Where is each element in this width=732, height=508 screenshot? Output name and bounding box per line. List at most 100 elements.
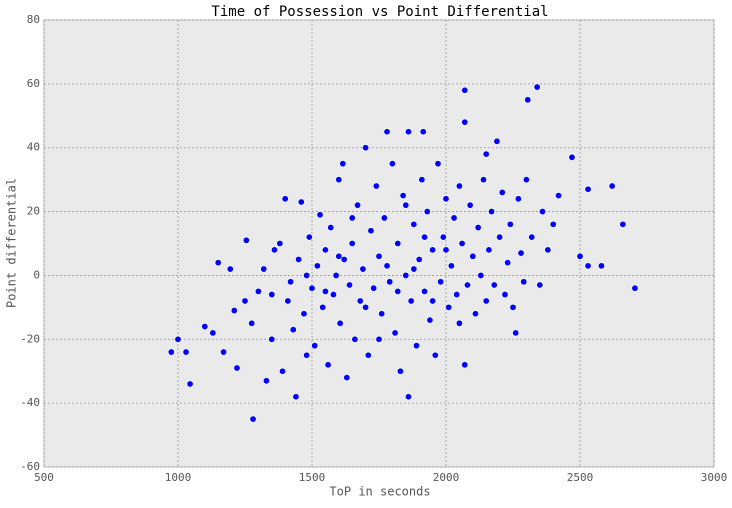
point [270,246,278,254]
point [375,335,383,343]
point [493,137,501,145]
point [517,249,525,257]
point [461,361,469,369]
point [455,319,463,327]
point [336,319,344,327]
point [297,198,305,206]
point [201,323,209,331]
point [396,367,404,375]
point [423,208,431,216]
point [233,364,241,372]
y-axis-label: Point differential [5,178,19,308]
point [329,291,337,299]
point [394,240,402,248]
point [419,128,427,136]
point [490,281,498,289]
point [242,236,250,244]
point [220,348,228,356]
point [305,233,313,241]
point [372,182,380,190]
point [356,297,364,305]
point [437,278,445,286]
point [335,176,343,184]
point [421,233,429,241]
point [303,271,311,279]
point [482,297,490,305]
point [597,262,605,270]
point [249,415,257,423]
point [254,287,262,295]
point [313,262,321,270]
point [354,201,362,209]
point [182,348,190,356]
y-tick-label: -60 [20,460,40,473]
point [528,233,536,241]
point [209,329,217,337]
point [300,310,308,318]
point [469,252,477,260]
point [410,265,418,273]
point [512,329,520,337]
point [174,335,182,343]
point [348,214,356,222]
point [463,281,471,289]
point [321,246,329,254]
point [447,262,455,270]
point [485,246,493,254]
point [343,374,351,382]
point [533,83,541,91]
point [413,342,421,350]
point [367,227,375,235]
point [576,252,584,260]
point [276,240,284,248]
point [474,224,482,232]
point [455,182,463,190]
point [584,262,592,270]
point [295,255,303,263]
point [248,319,256,327]
point [362,144,370,152]
point [496,233,504,241]
point [292,393,300,401]
point [555,192,563,200]
point [262,377,270,385]
point [404,393,412,401]
point [388,160,396,168]
point [380,214,388,222]
point [631,284,639,292]
point [608,182,616,190]
point [458,240,466,248]
point [375,252,383,260]
point [284,297,292,305]
point [186,380,194,388]
x-tick-label: 1500 [299,471,326,484]
point [394,287,402,295]
point [324,361,332,369]
point [538,208,546,216]
point [378,310,386,318]
point [404,128,412,136]
y-tick-label: 80 [27,13,40,26]
point [439,233,447,241]
point [214,259,222,267]
point [391,329,399,337]
y-tick-label: 0 [33,268,40,281]
point [522,176,530,184]
chart-title: Time of Possession vs Point Differential [211,4,548,20]
point [506,220,514,228]
point [509,303,517,311]
point [260,265,268,273]
point [268,291,276,299]
point [364,351,372,359]
point [431,351,439,359]
point [402,271,410,279]
point [520,278,528,286]
point [442,195,450,203]
point [450,214,458,222]
point [477,271,485,279]
point [471,310,479,318]
point [442,246,450,254]
point [568,153,576,161]
x-tick-label: 2000 [433,471,460,484]
